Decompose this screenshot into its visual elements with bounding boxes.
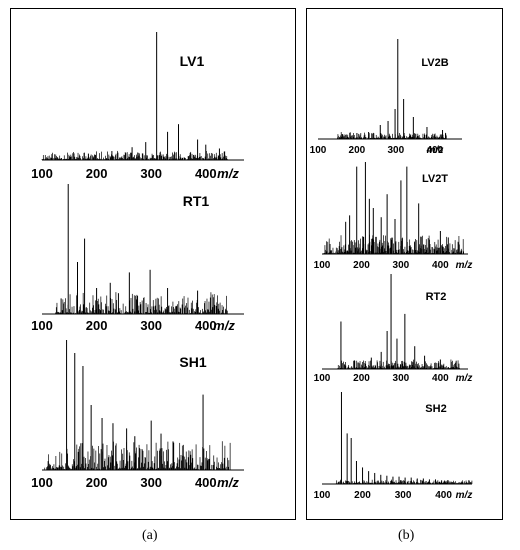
tick-label: 300 — [140, 475, 162, 490]
tick-label: 300 — [140, 318, 162, 333]
spectrum-lv2t: LV2T 100 200 300 400 m/z — [314, 162, 473, 271]
spectrum-title: LV2B — [421, 57, 448, 69]
axis-unit-label: m/z — [217, 475, 239, 490]
tick-label: 400 — [432, 260, 449, 271]
tick-label: 200 — [86, 475, 108, 490]
spectrum-title: LV2T — [422, 173, 448, 185]
panel-a — [10, 8, 296, 520]
tick-label: 300 — [140, 166, 162, 181]
spectrum-rt2: RT2 100 200 300 400 m/z — [314, 274, 473, 384]
tick-label: 400 — [432, 373, 449, 384]
spectrum-title: SH1 — [179, 354, 206, 370]
axis-unit-label: m/z — [456, 260, 473, 271]
tick-label: 200 — [353, 373, 370, 384]
spectrum-title: SH2 — [425, 403, 446, 415]
tick-label: 200 — [354, 490, 371, 501]
tick-label: 100 — [314, 260, 331, 271]
tick-label: 200 — [349, 145, 366, 156]
tick-label: 400 — [195, 475, 217, 490]
tick-label: 100 — [314, 490, 331, 501]
tick-label: 100 — [31, 166, 53, 181]
tick-label: 400 — [435, 490, 452, 501]
spectrum-sh2: SH2 100 200 300 400 m/z — [314, 392, 473, 501]
spectrum-title: RT1 — [183, 193, 210, 209]
spectrum-sh1: SH1 100 200 300 400 m/z — [31, 340, 244, 490]
tick-label: 300 — [393, 373, 410, 384]
tick-label: 200 — [353, 260, 370, 271]
axis-unit-label: m/z — [456, 373, 473, 384]
spectrum-title: RT2 — [426, 291, 447, 303]
tick-label: 100 — [31, 475, 53, 490]
tick-label: 400 — [195, 166, 217, 181]
tick-label: 100 — [314, 373, 331, 384]
axis-unit-label: m/z — [213, 318, 235, 333]
caption-b: (b) — [398, 528, 415, 543]
tick-label: 400 — [426, 145, 443, 156]
spectrum-title: LV1 — [180, 53, 205, 69]
panel-b — [306, 8, 503, 520]
axis-unit-label: m/z — [427, 145, 444, 156]
tick-label: 100 — [310, 145, 327, 156]
tick-label: 400 — [195, 318, 217, 333]
tick-label: 300 — [393, 260, 410, 271]
axis-unit-label: m/z — [456, 490, 473, 501]
spectrum-lv1: LV1 100 200 300 400 m/z — [31, 32, 244, 181]
tick-label: 300 — [387, 145, 404, 156]
tick-label: 200 — [86, 166, 108, 181]
tick-label: 200 — [86, 318, 108, 333]
tick-label: 300 — [395, 490, 412, 501]
axis-unit-label: m/z — [217, 166, 239, 181]
tick-label: 100 — [31, 318, 53, 333]
caption-a: (a) — [142, 528, 158, 543]
